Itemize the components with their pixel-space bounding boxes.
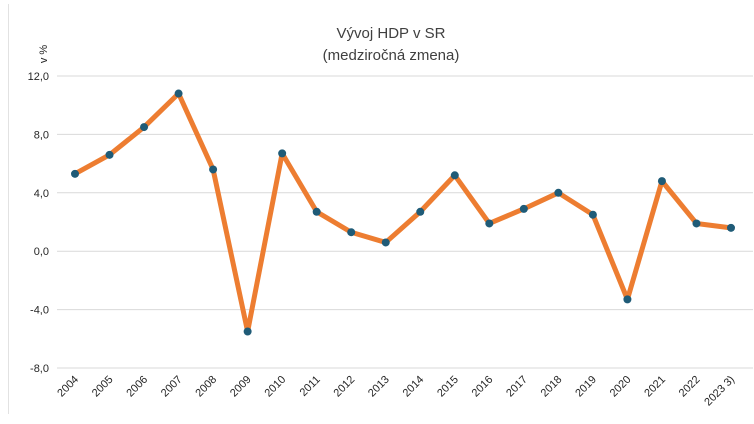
- chart-subtitle: (medziročná zmena): [323, 47, 460, 64]
- data-point: [485, 219, 494, 228]
- data-point: [692, 219, 701, 228]
- y-tick-label: 4,0: [34, 188, 49, 200]
- x-tick-label: 2014: [401, 374, 427, 400]
- data-point: [278, 149, 287, 158]
- data-point: [381, 238, 390, 247]
- x-tick-label: 2010: [262, 374, 288, 400]
- y-axis-label: v %: [38, 45, 50, 64]
- x-tick-label: 2021: [642, 374, 668, 400]
- x-tick-label: 2007: [159, 374, 185, 400]
- data-point: [71, 169, 79, 178]
- series-line: [72, 91, 734, 334]
- y-tick-label: 0,0: [34, 246, 49, 258]
- x-tick-label: 2011: [298, 374, 323, 399]
- x-tick-label: 2018: [539, 374, 565, 400]
- x-tick-label: 2013: [366, 374, 392, 400]
- x-tick-label: 2019: [573, 374, 599, 400]
- data-point: [347, 228, 356, 237]
- data-point: [140, 123, 149, 132]
- data-point: [727, 223, 735, 232]
- x-tick-label: 2022: [677, 374, 703, 400]
- x-tick-label: 2005: [90, 374, 116, 400]
- y-tick-label: 8,0: [34, 129, 49, 141]
- data-point: [450, 171, 459, 180]
- chart-area: Vývoj HDP v SR (medziročná zmena) v % 12…: [8, 4, 753, 414]
- x-tick-label: 2012: [332, 374, 358, 400]
- x-tick-label: 2008: [193, 374, 219, 400]
- x-axis-ticks: 2004 2005 2006 2007 2008 2009 2010 2011 2012 2013…: [55, 374, 737, 409]
- data-point: [657, 177, 666, 186]
- x-tick-label: 2004: [55, 374, 81, 400]
- x-tick-label: 2009: [228, 374, 254, 400]
- data-point: [105, 150, 114, 159]
- y-tick-label: -4,0: [30, 305, 49, 317]
- x-tick-label: 2016: [470, 374, 496, 400]
- data-point: [174, 89, 183, 98]
- x-tick-label: 2020: [608, 374, 634, 400]
- y-axis-ticks: 12,0 8,0 4,0 0,0 -4,0 -8,0: [28, 71, 49, 375]
- data-point: [312, 207, 321, 216]
- series-hdp: [71, 89, 735, 336]
- y-tick-label: 12,0: [28, 71, 49, 83]
- chart-title: Vývoj HDP v SR: [337, 25, 446, 42]
- y-tick-label: -8,0: [30, 363, 49, 375]
- x-tick-label: 2023 3): [702, 374, 737, 409]
- gdp-line-chart: Vývoj HDP v SR (medziročná zmena) v % 12…: [28, 25, 753, 409]
- x-tick-label: 2017: [504, 374, 530, 400]
- x-tick-label: 2015: [435, 374, 461, 400]
- data-point: [623, 295, 632, 304]
- gridlines: [57, 75, 753, 369]
- data-point: [588, 210, 597, 219]
- data-point: [554, 188, 563, 197]
- data-point: [209, 165, 218, 174]
- data-point: [416, 207, 425, 216]
- data-point: [519, 204, 528, 213]
- x-tick-label: 2006: [124, 374, 150, 400]
- data-point: [243, 327, 252, 336]
